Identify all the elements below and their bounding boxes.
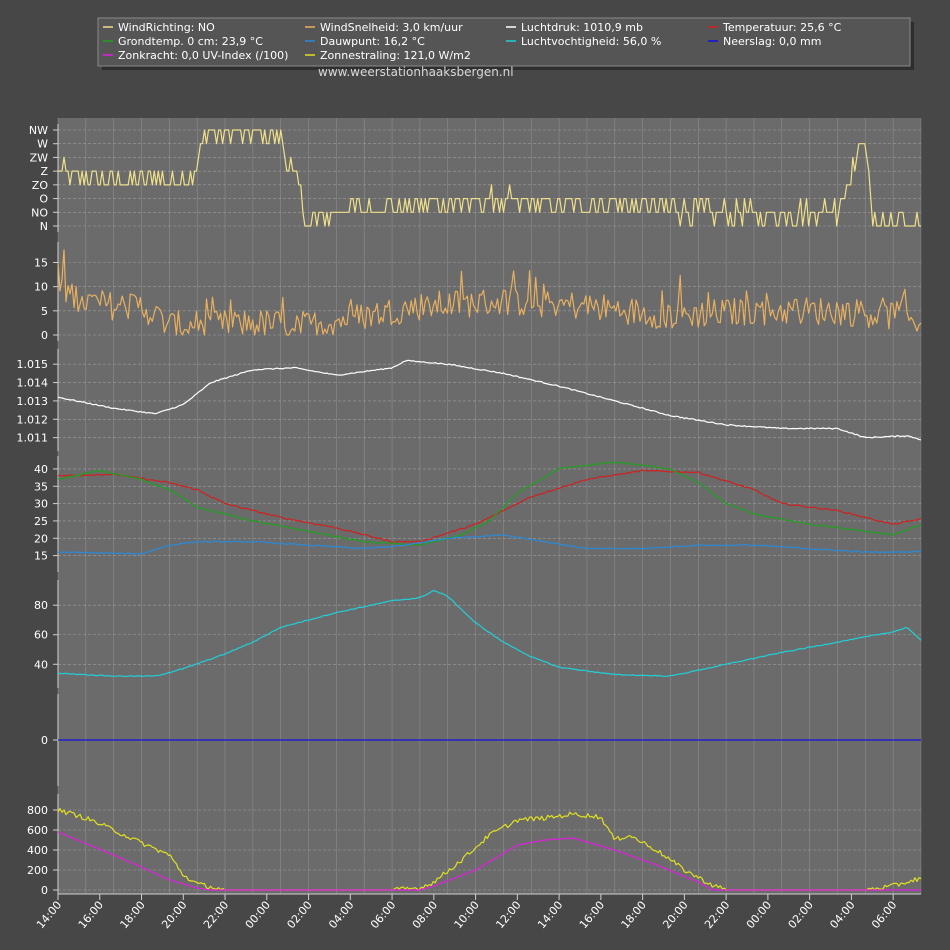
x-tick-label: 20:00 — [159, 899, 189, 932]
x-tick-label: 14:00 — [34, 899, 64, 932]
x-tick-label: 16:00 — [577, 899, 607, 932]
x-axis: 14:00 16:00 18:00 20:00 22:00 00:00 02:00 04:00… — [34, 893, 921, 932]
legend-item: Dauwpunt: 16,2 °C — [320, 35, 425, 48]
series-line — [57, 469, 922, 543]
legend-item: Temperatuur: 25,6 °C — [722, 21, 842, 34]
y-tick-label: O — [39, 193, 48, 206]
solar-panel: 800 600 400 200 0 — [27, 794, 922, 899]
series-line — [57, 590, 922, 677]
x-tick-label: 00:00 — [243, 899, 273, 932]
y-tick-label: N — [40, 220, 48, 233]
x-tick-label: 04:00 — [827, 899, 857, 932]
legend-item: Neerslag: 0,0 mm — [723, 35, 821, 48]
x-tick-label: 18:00 — [619, 899, 649, 932]
x-tick-label: 20:00 — [660, 899, 690, 932]
plot-area — [58, 118, 921, 894]
y-tick-label: 1.015 — [17, 358, 49, 371]
y-tick-label: 0 — [41, 329, 48, 342]
precipitation-panel: 0 — [41, 694, 921, 786]
series-line — [57, 249, 922, 336]
legend-item: WindSnelheid: 3,0 km/uur — [320, 21, 463, 34]
x-tick-label: 00:00 — [744, 899, 774, 932]
y-tick-label: 40 — [34, 658, 48, 671]
legend-item: Luchtdruk: 1010,9 mb — [521, 21, 643, 34]
legend-item: Zonnestraling: 121,0 W/m2 — [320, 49, 471, 62]
y-tick-label: 80 — [34, 599, 48, 612]
y-tick-label: 35 — [34, 480, 48, 493]
wind-speed-panel: 15 10 5 0 — [34, 242, 922, 342]
y-tick-label: 1.012 — [17, 413, 49, 426]
y-tick-label: 20 — [34, 532, 48, 545]
x-tick-label: 10:00 — [452, 899, 482, 932]
series-line — [58, 461, 922, 546]
y-tick-label: 400 — [27, 844, 48, 857]
x-tick-label: 02:00 — [285, 899, 315, 932]
y-tick-label: 60 — [34, 629, 48, 642]
x-tick-label: 16:00 — [76, 899, 106, 932]
legend-box — [97, 17, 911, 67]
x-tick-label: 04:00 — [326, 899, 356, 932]
y-tick-label: 1.011 — [17, 432, 49, 445]
legend: WindRichting: NO WindSnelheid: 3,0 km/uur… — [97, 17, 914, 70]
y-tick-label: 1.014 — [17, 377, 49, 390]
y-tick-label: 15 — [34, 257, 48, 270]
y-tick-label: 40 — [34, 463, 48, 476]
y-tick-label: 0 — [41, 734, 48, 747]
x-tick-label: 22:00 — [702, 899, 732, 932]
x-tick-label: 22:00 — [201, 899, 231, 932]
humidity-panel: 80 60 40 — [34, 580, 922, 688]
legend-item: Zonkracht: 0,0 UV-Index (/100) — [118, 49, 288, 62]
x-tick-label: 06:00 — [869, 899, 899, 932]
y-tick-label: 1.013 — [17, 395, 49, 408]
y-tick-label: NO — [31, 206, 48, 219]
series-line — [57, 831, 921, 891]
pressure-panel: 1.015 1.014 1.013 1.012 1.011 — [17, 349, 922, 451]
x-tick-label: 06:00 — [368, 899, 398, 932]
y-tick-label: ZW — [30, 151, 49, 164]
y-tick-label: 600 — [27, 824, 48, 837]
y-tick-label: 25 — [34, 515, 48, 528]
legend-item: Grondtemp. 0 cm: 23,9 °C — [118, 35, 263, 48]
y-tick-label: 0 — [41, 884, 48, 897]
y-tick-label: ZO — [32, 179, 49, 192]
y-tick-label: 800 — [27, 804, 48, 817]
y-tick-label: Z — [40, 165, 48, 178]
series-line — [58, 129, 921, 227]
x-tick-label: 02:00 — [786, 899, 816, 932]
y-tick-label: 30 — [34, 498, 48, 511]
series-line — [57, 533, 922, 555]
legend-item: Luchtvochtigheid: 56,0 % — [521, 35, 661, 48]
temperature-panel: 40 35 30 25 20 15 — [34, 456, 922, 572]
series-line — [57, 359, 922, 441]
y-tick-label: 10 — [34, 281, 48, 294]
y-tick-label: NW — [29, 124, 48, 137]
legend-item: WindRichting: NO — [118, 21, 215, 34]
watermark-text: www.weerstationhaaksbergen.nl — [318, 65, 514, 79]
x-tick-label: 18:00 — [117, 899, 147, 932]
y-tick-label: W — [37, 138, 48, 151]
y-tick-label: 5 — [41, 305, 48, 318]
x-tick-label: 14:00 — [535, 899, 565, 932]
x-tick-label: 08:00 — [410, 899, 440, 932]
vertical-grid — [57, 118, 922, 894]
x-tick-label: 12:00 — [493, 899, 523, 932]
y-tick-label: 15 — [34, 550, 48, 563]
y-tick-label: 200 — [27, 864, 48, 877]
